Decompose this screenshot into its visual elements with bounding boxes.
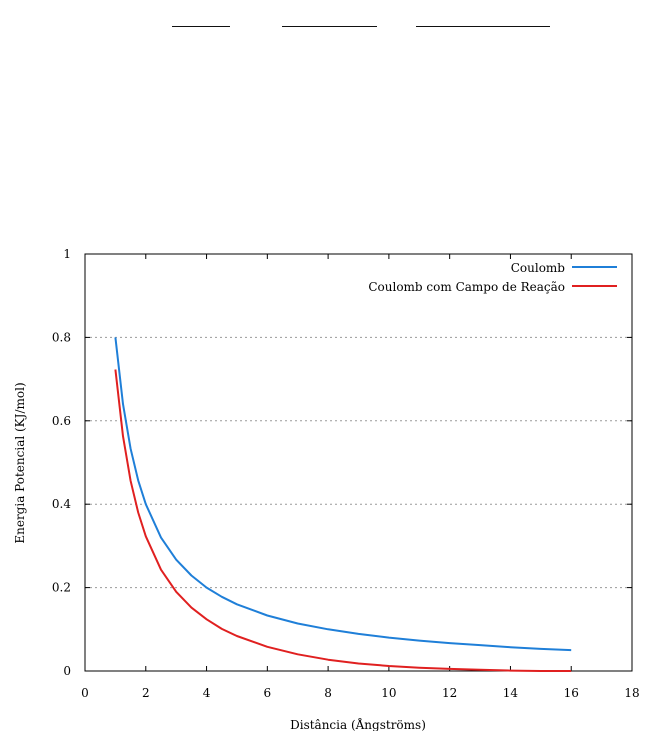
top-rule-1	[172, 26, 230, 27]
y-tick-label: 0.6	[52, 414, 71, 428]
x-axis-title: Distância (Ångströms)	[290, 717, 426, 731]
plot-frame	[84, 253, 633, 672]
x-tick-label: 2	[142, 686, 150, 700]
legend-label-coulomb: Coulomb	[511, 261, 566, 275]
top-rule-2	[282, 26, 377, 27]
x-tick-label: 4	[203, 686, 211, 700]
legend-label-campo-reacao: Coulomb com Campo de Reação	[368, 280, 565, 294]
x-tick-label: 10	[381, 686, 396, 700]
axis-ticks: 00.20.40.60.810 2 4 6 8 10 12 14 16 18	[52, 247, 640, 700]
grid-lines	[85, 336, 632, 589]
series-lines	[114, 337, 572, 672]
x-tick-label: 18	[624, 686, 639, 700]
x-tick-label: 6	[264, 686, 272, 700]
legend: Coulomb Coulomb com Campo de Reação	[368, 261, 617, 294]
y-axis-title: Energia Potencial (KJ/mol)	[13, 382, 27, 543]
series-line-0	[114, 337, 572, 652]
y-tick-label: 0	[63, 664, 71, 678]
x-tick-label: 16	[564, 686, 579, 700]
series-line-1	[114, 369, 572, 672]
y-tick-label: 0.4	[52, 497, 71, 511]
top-rule-3	[416, 26, 550, 27]
y-tick-label: 0.8	[52, 330, 71, 344]
y-tick-label: 1	[63, 247, 71, 261]
x-tick-label: 8	[324, 686, 332, 700]
x-tick-label: 14	[503, 686, 519, 700]
x-tick-label: 12	[442, 686, 457, 700]
y-tick-label: 0.2	[52, 581, 71, 595]
x-tick-label: 0	[81, 686, 89, 700]
